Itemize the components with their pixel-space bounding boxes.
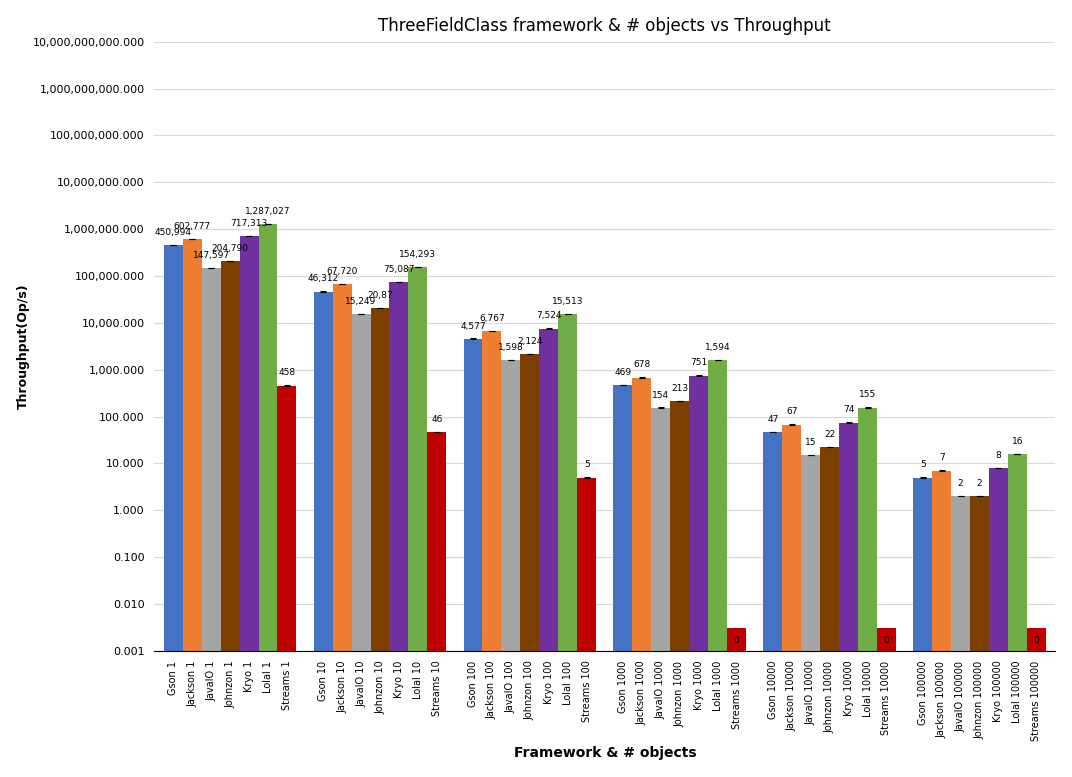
Text: 15: 15 <box>805 438 817 447</box>
Text: 154,293: 154,293 <box>400 250 436 259</box>
Text: 1,598: 1,598 <box>498 343 524 352</box>
Bar <box>371 308 389 777</box>
Text: 147,597: 147,597 <box>193 251 229 260</box>
Text: 74: 74 <box>843 406 854 414</box>
Bar <box>352 314 371 777</box>
Bar <box>670 401 689 777</box>
Bar <box>1027 629 1046 777</box>
Text: 6,767: 6,767 <box>479 314 505 322</box>
Text: 67,720: 67,720 <box>326 267 358 276</box>
Text: 2,124: 2,124 <box>517 337 542 346</box>
Text: 16: 16 <box>1012 437 1023 445</box>
Text: 8: 8 <box>996 451 1001 460</box>
Bar <box>820 448 839 777</box>
Bar <box>278 385 297 777</box>
Text: 717,313: 717,313 <box>230 218 268 228</box>
Title: ThreeFieldClass framework & # objects vs Throughput: ThreeFieldClass framework & # objects vs… <box>378 16 831 35</box>
Bar <box>239 236 258 777</box>
Text: 75,087: 75,087 <box>383 265 415 274</box>
Bar <box>182 239 202 777</box>
Text: 0: 0 <box>883 636 890 646</box>
Bar <box>652 408 670 777</box>
Bar <box>428 432 446 777</box>
Text: 469: 469 <box>614 368 631 377</box>
Text: 204,790: 204,790 <box>211 244 249 253</box>
Text: 47: 47 <box>768 415 778 423</box>
Text: 20,87: 20,87 <box>368 291 392 300</box>
Bar <box>933 471 951 777</box>
Text: 751: 751 <box>690 358 708 368</box>
Text: 22: 22 <box>824 430 835 439</box>
Bar <box>164 246 182 777</box>
Bar <box>221 261 239 777</box>
Text: 2: 2 <box>977 479 982 488</box>
Text: 67: 67 <box>786 407 798 416</box>
Bar <box>951 497 970 777</box>
Bar <box>559 314 577 777</box>
Bar <box>408 267 428 777</box>
Text: 7,524: 7,524 <box>536 312 562 320</box>
Bar <box>1008 454 1027 777</box>
Bar <box>463 339 482 777</box>
Bar <box>858 408 877 777</box>
Text: 0: 0 <box>1033 636 1039 646</box>
Text: 1,287,027: 1,287,027 <box>245 207 291 216</box>
Bar <box>763 432 783 777</box>
Bar <box>202 268 221 777</box>
Bar <box>709 361 727 777</box>
Text: 602,777: 602,777 <box>174 222 211 232</box>
Text: 4,577: 4,577 <box>460 322 486 330</box>
Text: 7: 7 <box>939 454 944 462</box>
Bar <box>613 385 632 777</box>
Text: 0: 0 <box>733 636 740 646</box>
Bar <box>577 478 596 777</box>
Text: 2: 2 <box>957 479 964 488</box>
Bar <box>539 329 559 777</box>
Text: 46: 46 <box>431 415 443 424</box>
Bar <box>389 282 408 777</box>
Text: 15,513: 15,513 <box>552 297 583 305</box>
Bar <box>801 455 820 777</box>
X-axis label: Framework & # objects: Framework & # objects <box>513 747 696 761</box>
Bar <box>314 291 332 777</box>
Bar <box>970 497 989 777</box>
Bar <box>689 375 709 777</box>
Text: 678: 678 <box>634 361 651 369</box>
Bar <box>332 284 352 777</box>
Text: 1,594: 1,594 <box>705 343 730 352</box>
Bar <box>502 361 520 777</box>
Bar <box>482 331 502 777</box>
Bar <box>520 354 539 777</box>
Bar <box>877 629 896 777</box>
Text: 155: 155 <box>859 390 876 399</box>
Text: 5: 5 <box>584 460 590 469</box>
Text: 15,249: 15,249 <box>345 297 376 306</box>
Bar <box>727 629 746 777</box>
Text: 450,994: 450,994 <box>154 228 192 237</box>
Bar <box>913 478 933 777</box>
Bar <box>258 224 278 777</box>
Text: 46,312: 46,312 <box>308 274 339 284</box>
Bar <box>632 378 652 777</box>
Bar <box>989 468 1008 777</box>
Text: 154: 154 <box>652 391 669 399</box>
Text: 213: 213 <box>671 384 688 393</box>
Text: 5: 5 <box>920 460 925 469</box>
Bar <box>783 425 801 777</box>
Bar <box>839 423 858 777</box>
Y-axis label: Throughput(Op/s): Throughput(Op/s) <box>17 284 30 409</box>
Text: 458: 458 <box>279 368 296 378</box>
